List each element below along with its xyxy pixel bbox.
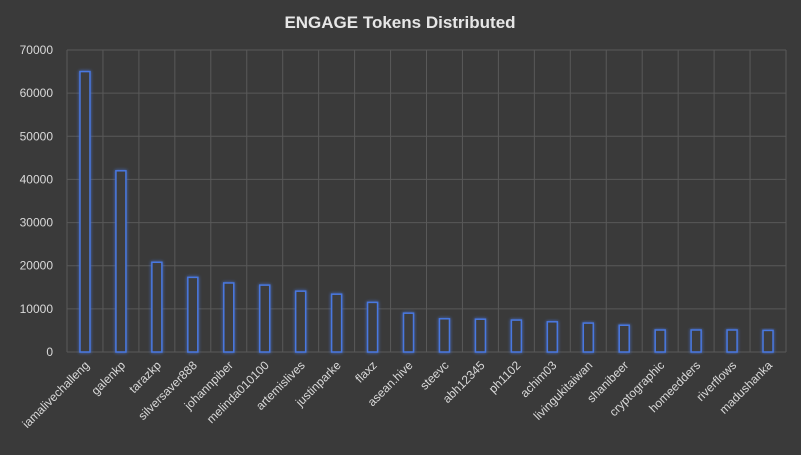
x-tick-label: galenkp [88, 358, 128, 398]
bar-homeedders [690, 329, 702, 353]
y-tick-label: 20000 [20, 259, 54, 273]
gridlines [66, 49, 787, 353]
chart-title: ENGAGE Tokens Distributed [284, 13, 515, 32]
y-tick-label: 10000 [20, 302, 54, 316]
x-axis-labels: iamalivechallenggalenkptarazkpsilversave… [19, 358, 775, 431]
y-tick-label: 0 [46, 345, 53, 359]
bar-shanibeer [618, 324, 630, 353]
bar-iamalivechalleng [79, 70, 91, 353]
y-axis-ticks: 0 10000 20000 30000 40000 50000 60000 70000 [20, 43, 54, 359]
x-tick-label: iamalivechalleng [19, 358, 92, 431]
y-tick-label: 40000 [20, 172, 54, 186]
y-tick-label: 50000 [20, 129, 54, 143]
x-tick-label: flaxz [352, 358, 379, 385]
bar-johannpiber [223, 282, 235, 353]
bar-ph1102 [510, 319, 523, 353]
bar-silversaver888 [187, 276, 199, 353]
bar-achim03 [546, 321, 559, 353]
bar-galenkp [115, 170, 127, 353]
bar-steevc [438, 318, 451, 353]
bar-abh12345 [474, 318, 487, 353]
y-tick-label: 60000 [20, 86, 54, 100]
bar-justinparke [330, 293, 343, 353]
y-tick-label: 30000 [20, 216, 54, 230]
bar-artemislives [294, 290, 307, 353]
bar-melinda010100 [258, 284, 271, 353]
bar-tarazkp [151, 261, 163, 353]
bars [79, 70, 774, 353]
y-tick-label: 70000 [20, 43, 54, 57]
bar-livingukitaiwan [582, 322, 595, 353]
bar-flaxz [366, 301, 379, 353]
bar-riverflows [726, 329, 738, 353]
bar-cryptographic [654, 329, 666, 353]
bar-madushanka [762, 329, 774, 353]
bar-asean-hive [402, 312, 415, 353]
x-tick-label: melinda010100 [204, 358, 272, 426]
x-tick-label: steevc [417, 358, 451, 392]
